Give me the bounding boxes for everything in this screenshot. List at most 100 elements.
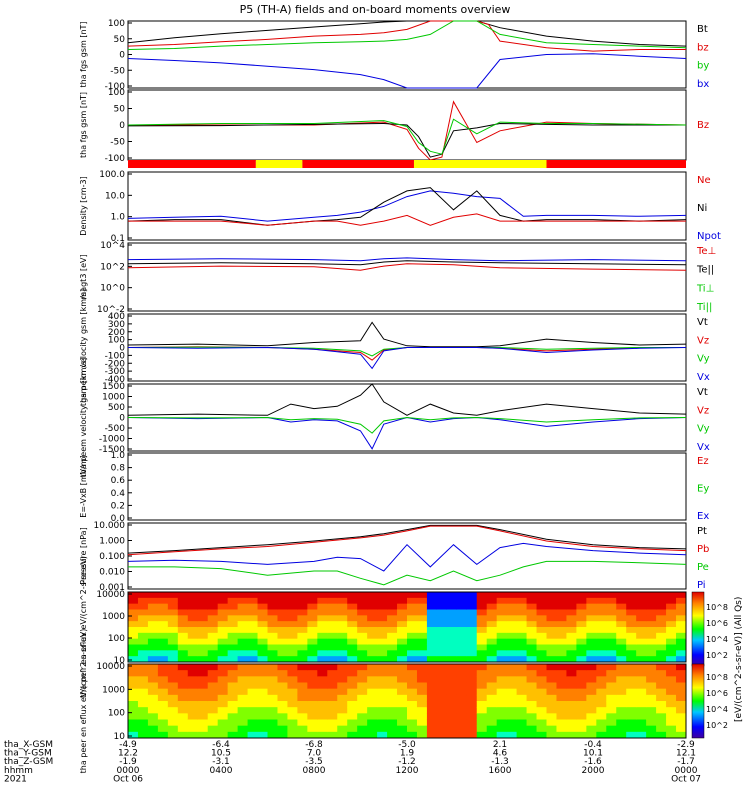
spectrogram-cell bbox=[297, 632, 308, 640]
series-line-G bbox=[127, 118, 687, 155]
spectrogram-cell bbox=[217, 719, 229, 727]
spectrogram-cell bbox=[397, 694, 408, 702]
spectrogram-cell bbox=[646, 713, 657, 720]
spectrogram-cell bbox=[267, 731, 278, 739]
spectrogram-cell bbox=[197, 632, 209, 640]
legend-label: Te⊥ bbox=[696, 246, 716, 257]
spectrogram-cell bbox=[157, 701, 169, 708]
spectrogram-cell bbox=[277, 688, 288, 696]
spectrogram-cell bbox=[377, 638, 388, 645]
series-line-Pe bbox=[128, 560, 687, 586]
colorbar-tick: 10^4 bbox=[706, 705, 728, 714]
spectrogram-cell bbox=[128, 701, 139, 708]
spectrogram-cell bbox=[307, 725, 318, 733]
spectrogram-cell bbox=[267, 650, 278, 657]
spectrogram-cell bbox=[456, 609, 468, 616]
spectrogram-cell bbox=[466, 682, 478, 690]
spectrogram-cell bbox=[536, 713, 547, 720]
spectrogram-cell bbox=[277, 650, 288, 657]
spectrogram-cell bbox=[157, 603, 169, 610]
spectrogram-cell bbox=[147, 656, 159, 663]
spectrogram-cell bbox=[267, 688, 278, 696]
spectrogram-cell bbox=[307, 731, 318, 739]
spectrogram-cell bbox=[576, 701, 587, 708]
spectrogram-cell bbox=[646, 632, 657, 640]
y-tick-label: 1.0 bbox=[111, 213, 126, 223]
spectrogram-cell bbox=[287, 707, 298, 714]
series-line-Ti⊥ bbox=[127, 257, 687, 262]
spectrogram-cell bbox=[646, 719, 657, 727]
spectrogram-cell bbox=[616, 621, 627, 628]
spectrogram-cell bbox=[337, 682, 348, 690]
spectrogram-cell bbox=[616, 609, 627, 616]
spectrogram-cell bbox=[317, 650, 328, 657]
spectrogram-cell bbox=[207, 597, 219, 605]
ephemeris-value: 0800 bbox=[303, 766, 326, 776]
spectrogram-cell bbox=[257, 670, 268, 677]
spectrogram-cell bbox=[217, 682, 229, 690]
spectrogram-cell bbox=[397, 644, 408, 651]
spectrogram-cell bbox=[217, 656, 229, 663]
spectrogram-cell bbox=[476, 638, 488, 645]
spectrogram-cell bbox=[247, 688, 259, 696]
spectrogram-cell bbox=[626, 621, 637, 628]
spectrogram-cell bbox=[576, 597, 587, 605]
spectrogram-cell bbox=[397, 707, 408, 714]
spectrogram-cell bbox=[626, 632, 637, 640]
spectrogram-cell bbox=[546, 609, 557, 616]
spectrogram-cell bbox=[167, 676, 179, 683]
spectrogram-cell bbox=[367, 597, 378, 605]
spectrogram-cell bbox=[426, 719, 438, 727]
spectrogram-cell bbox=[586, 656, 597, 663]
spectrogram-cell bbox=[426, 592, 438, 599]
spectrogram-cell bbox=[297, 592, 308, 599]
spectrogram-cell bbox=[436, 632, 448, 640]
spectrogram-cell bbox=[327, 638, 338, 645]
spectrogram-cell bbox=[506, 638, 518, 645]
spectrogram-cell bbox=[177, 644, 189, 651]
spectrogram-cell bbox=[556, 644, 567, 651]
spectrogram-cell bbox=[616, 603, 627, 610]
spectrogram-cell bbox=[137, 632, 149, 640]
spectrogram-cell bbox=[506, 676, 518, 683]
spectrogram-cell bbox=[187, 638, 199, 645]
spectrogram-cell bbox=[616, 644, 627, 651]
legend-label: Pe bbox=[697, 562, 709, 573]
spectrogram-cell bbox=[217, 644, 229, 651]
spectrogram-cell bbox=[676, 650, 687, 657]
spectrogram-cell bbox=[377, 670, 388, 677]
spectrogram-cell bbox=[546, 638, 557, 645]
spectrogram-cell bbox=[606, 621, 617, 628]
spectrogram-cell bbox=[217, 731, 229, 739]
spectrogram-cell bbox=[616, 632, 627, 640]
spectrogram-cell bbox=[147, 638, 159, 645]
spectrogram-cell bbox=[446, 664, 458, 671]
spectrogram-cell bbox=[257, 621, 268, 628]
spectrogram-cell bbox=[446, 656, 458, 663]
spectrogram-cell bbox=[616, 670, 627, 677]
spectrogram-cell bbox=[317, 644, 328, 651]
spectrogram-cell bbox=[397, 615, 408, 622]
spectrogram-cell bbox=[476, 670, 488, 677]
spectrogram-cell bbox=[466, 701, 478, 708]
spectrogram-cell bbox=[187, 603, 199, 610]
spectrogram-cell bbox=[516, 615, 528, 622]
spectrogram-cell bbox=[237, 676, 249, 683]
spectrogram-cell bbox=[456, 644, 468, 651]
spectrogram-cell bbox=[526, 621, 538, 628]
spectrogram-cell bbox=[177, 682, 189, 690]
spectrogram-cell bbox=[506, 644, 518, 651]
spectrogram-cell bbox=[267, 725, 278, 733]
ephemeris-row-label: tha_Y-GSM bbox=[4, 749, 52, 759]
spectrogram-cell bbox=[157, 713, 169, 720]
spectrogram-cell bbox=[616, 638, 627, 645]
y-tick-label: 10^-2 bbox=[97, 305, 125, 315]
spectrogram-cell bbox=[526, 701, 538, 708]
spectrogram-cell bbox=[416, 656, 428, 663]
spectrogram-cell bbox=[596, 701, 607, 708]
spectrogram-cell bbox=[436, 638, 448, 645]
spectrogram-cell bbox=[197, 707, 209, 714]
spectrogram-cell bbox=[297, 713, 308, 720]
spectrogram-cell bbox=[287, 682, 298, 690]
spectrogram-cell bbox=[247, 694, 259, 702]
